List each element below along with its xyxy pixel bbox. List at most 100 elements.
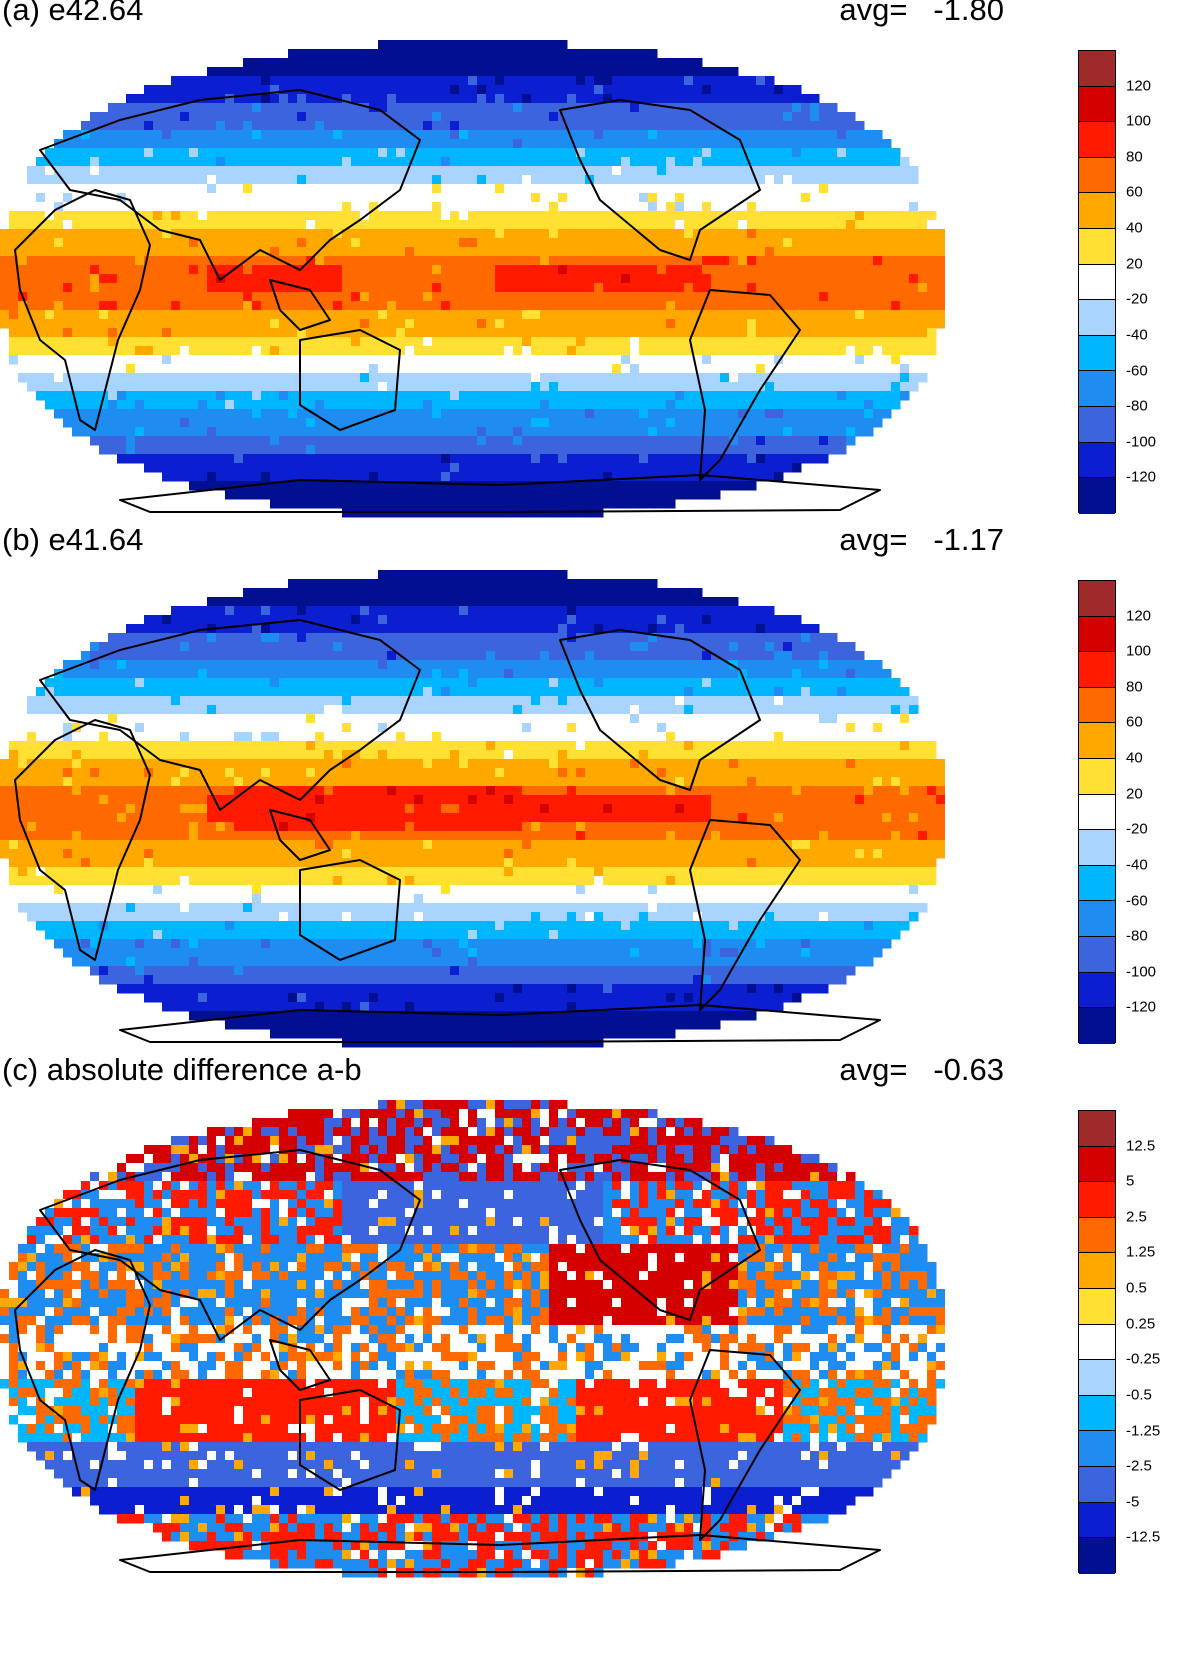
colorbar-tick-label: 100: [1126, 112, 1152, 130]
coastline: [299, 859, 401, 961]
coastline: [269, 809, 331, 861]
avg-value: -0.63: [933, 1052, 1004, 1087]
colorbar-swatch: [1079, 830, 1115, 866]
colorbar-swatch: [1079, 1182, 1115, 1218]
colorbar-tick-label: -20: [1126, 290, 1148, 308]
colorbar-tick-label: 100: [1126, 642, 1152, 660]
colorbar-tick-label: 120: [1126, 77, 1152, 95]
colorbar-tick-label: 2.5: [1126, 1208, 1147, 1226]
coastline: [689, 819, 801, 1011]
colorbar-swatch: [1079, 1395, 1115, 1432]
colorbar: [1078, 580, 1116, 1044]
colorbar-tick-label: -80: [1126, 927, 1148, 945]
colorbar-swatch: [1079, 229, 1115, 265]
coastline: [119, 1004, 881, 1043]
colorbar-tick-label: -5: [1126, 1493, 1140, 1511]
coastline: [299, 1389, 401, 1491]
colorbar-swatch: [1079, 1217, 1115, 1254]
panel-title: (c) absolute difference a-b: [2, 1052, 362, 1087]
colorbar-swatch: [1079, 865, 1115, 902]
colorbar-tick-label: 20: [1126, 255, 1143, 273]
colorbar-swatch: [1079, 157, 1115, 194]
colorbar-swatch: [1079, 794, 1115, 831]
colorbar-swatch: [1079, 193, 1115, 230]
colorbar-tick-label: -2.5: [1126, 1457, 1152, 1475]
colorbar-tick-label: 12.5: [1126, 1137, 1156, 1155]
coastline: [559, 99, 761, 261]
colorbar-tick-label: -20: [1126, 820, 1148, 838]
colorbar-tick-label: 60: [1126, 183, 1143, 201]
colorbar-swatch: [1079, 122, 1115, 158]
colorbar-tick-label: -120: [1126, 998, 1157, 1016]
colorbar-swatch: [1079, 1538, 1115, 1574]
colorbar-swatch: [1079, 1289, 1115, 1325]
coastline: [559, 1159, 761, 1321]
coastline: [39, 619, 421, 811]
panel-c: (c) absolute difference a-b avg= -0.63 1…: [0, 1052, 1194, 1670]
colorbar-swatch: [1079, 581, 1115, 617]
colorbar-swatch: [1079, 759, 1115, 795]
coastline: [119, 474, 881, 513]
colorbar: [1078, 1110, 1116, 1574]
colorbar-tick-label: -100: [1126, 963, 1157, 981]
colorbar-swatch: [1079, 901, 1115, 938]
coastline: [689, 289, 801, 481]
colorbar-swatch: [1079, 1431, 1115, 1468]
colorbar-tick-label: 40: [1126, 219, 1143, 237]
panel-title: (b) e41.64: [2, 522, 144, 557]
colorbar-tick-label: -12.5: [1126, 1528, 1161, 1546]
coastline: [689, 1349, 801, 1541]
colorbar-swatch: [1079, 1324, 1115, 1361]
colorbar-tick-label: -60: [1126, 892, 1148, 910]
colorbar-tick-label: -0.5: [1126, 1386, 1152, 1404]
colorbar-swatch: [1079, 1008, 1115, 1044]
colorbar-tick-label: -0.25: [1126, 1350, 1161, 1368]
coastline: [269, 279, 331, 331]
colorbar-tick-label: 80: [1126, 148, 1143, 166]
panel-average: avg= -0.63: [839, 1052, 1004, 1088]
colorbar-swatch: [1079, 86, 1115, 123]
avg-value: -1.80: [933, 0, 1004, 27]
colorbar-swatch: [1079, 937, 1115, 973]
panel-a: (a) e42.64 avg= -1.80 120 100 80 60 40 20 -20 -…: [0, 0, 1194, 560]
colorbar-tick-label: -1.25: [1126, 1422, 1161, 1440]
colorbar: [1078, 50, 1116, 514]
coastline: [14, 1249, 151, 1491]
avg-label: avg=: [839, 0, 908, 27]
panel-title: (a) e42.64: [2, 0, 144, 27]
colorbar-tick-label: 40: [1126, 749, 1143, 767]
colorbar-swatch: [1079, 1502, 1115, 1539]
colorbar-swatch: [1079, 972, 1115, 1009]
panel-b: (b) e41.64 avg= -1.17 120 100 80 60 40 20 -20 -…: [0, 522, 1194, 1090]
coastline: [299, 329, 401, 431]
avg-label: avg=: [839, 522, 908, 557]
colorbar-tick-label: 80: [1126, 678, 1143, 696]
colorbar-swatch: [1079, 264, 1115, 301]
coastline: [14, 189, 151, 431]
world-map: [0, 1100, 945, 1578]
colorbar-swatch: [1079, 616, 1115, 653]
colorbar-tick-label: 120: [1126, 607, 1152, 625]
colorbar-swatch: [1079, 442, 1115, 479]
colorbar-tick-label: 60: [1126, 713, 1143, 731]
colorbar-tick-label: -60: [1126, 362, 1148, 380]
avg-value: -1.17: [933, 522, 1004, 557]
coastline: [39, 1149, 421, 1341]
colorbar-swatch: [1079, 1146, 1115, 1183]
colorbar-tick-label: 20: [1126, 785, 1143, 803]
colorbar-tick-label: -120: [1126, 468, 1157, 486]
colorbar-swatch: [1079, 300, 1115, 336]
colorbar-swatch: [1079, 407, 1115, 443]
colorbar-swatch: [1079, 371, 1115, 408]
world-map: [0, 570, 945, 1048]
colorbar-swatch: [1079, 335, 1115, 372]
colorbar-tick-label: -100: [1126, 433, 1157, 451]
colorbar-swatch: [1079, 723, 1115, 760]
colorbar-tick-label: -80: [1126, 397, 1148, 415]
avg-label: avg=: [839, 1052, 908, 1087]
colorbar-tick-label: -40: [1126, 856, 1148, 874]
coastline: [119, 1534, 881, 1573]
coastline: [39, 89, 421, 281]
coastline: [559, 629, 761, 791]
colorbar-tick-label: -40: [1126, 326, 1148, 344]
